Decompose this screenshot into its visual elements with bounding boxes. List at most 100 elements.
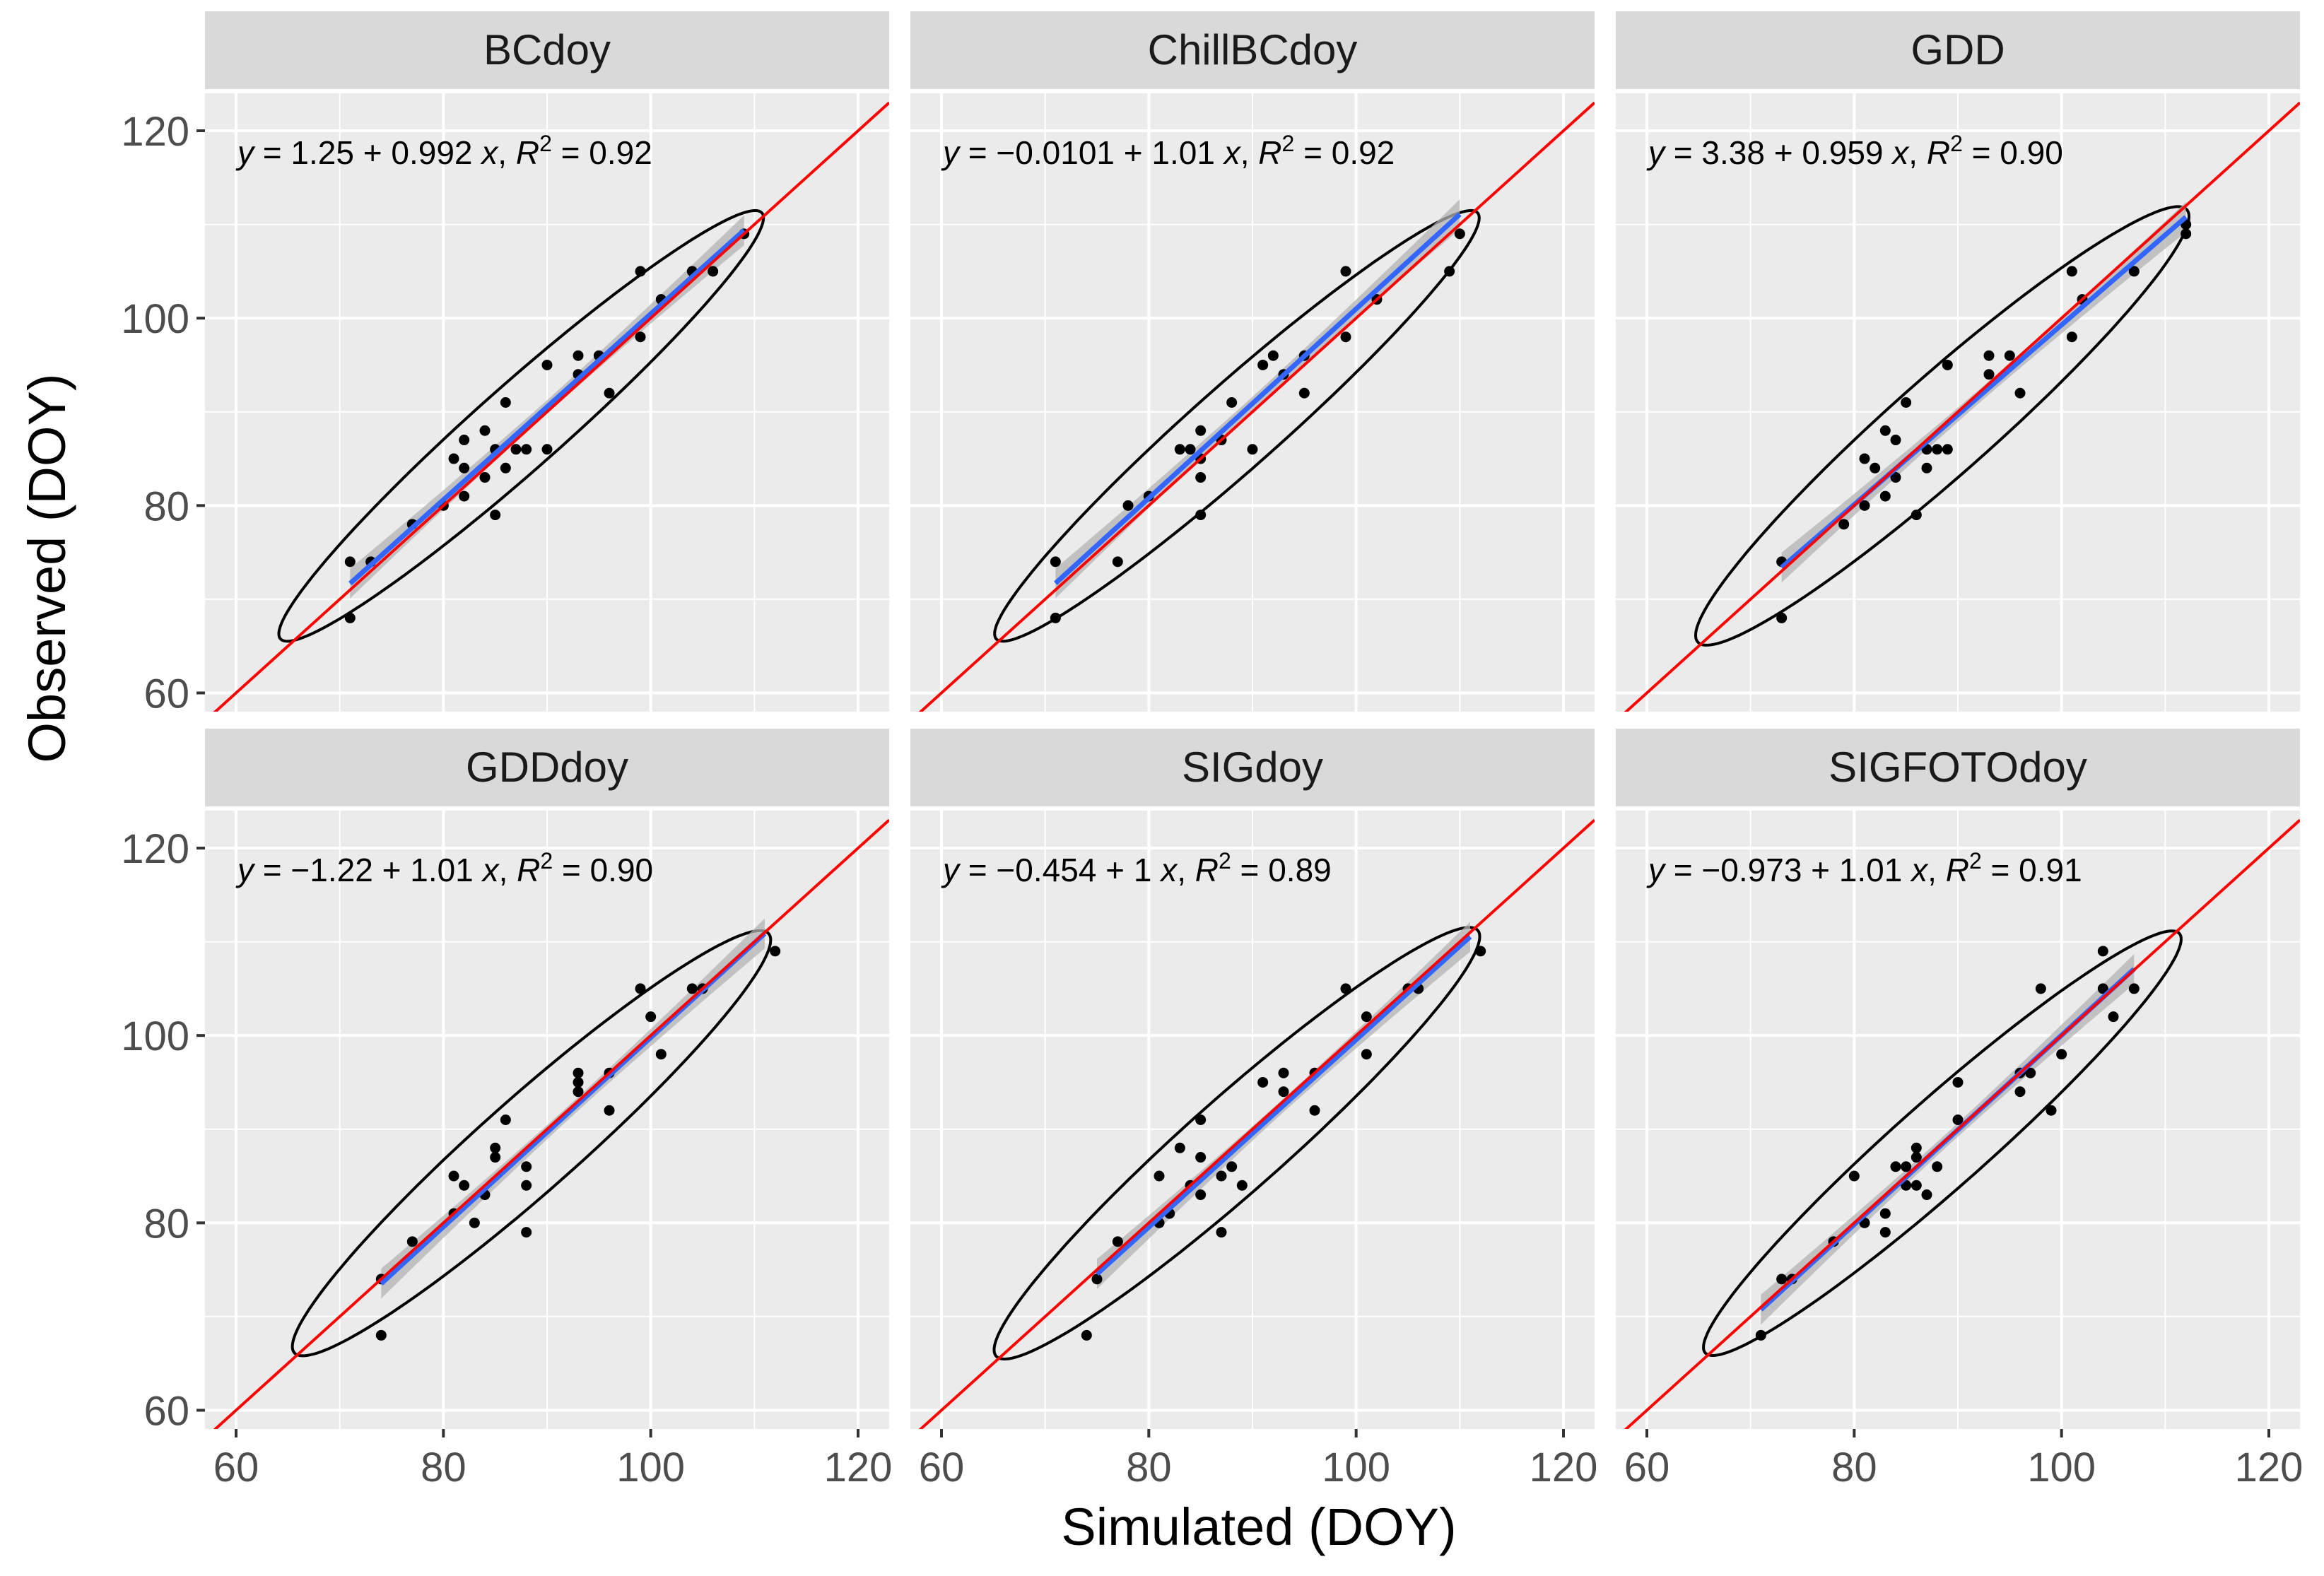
data-point [1309,1105,1320,1116]
panel-chillbcdoy: ChillBCdoy y = −0.0101 + 1.01 x, R2 = 0.9… [910,11,1595,712]
data-point [1911,1142,1922,1153]
data-point [1848,1170,1860,1182]
data-point [490,1152,501,1163]
data-point [1932,1161,1943,1172]
data-point [469,1217,480,1228]
data-point [1257,359,1269,370]
x-tick-label: 60 [213,1445,259,1490]
data-point [573,1086,584,1098]
data-point [521,1180,532,1191]
data-point [479,425,491,436]
y-axis-label: Observed (DOY) [18,373,76,763]
data-point [1226,397,1238,408]
data-point [1952,1076,1964,1088]
data-point [1776,1274,1788,1285]
data-point [2066,331,2077,343]
data-point [1911,1152,1922,1163]
plot-body [1616,811,2300,1429]
data-point [2046,1105,2057,1116]
data-point [2014,387,2026,399]
panel-sigdoy: SIGdoy y = −0.454 + 1 x, R2 = 0.89 60 80 100… [910,729,1597,1490]
facet-strip [1616,729,2300,806]
data-point [1298,387,1310,399]
data-point [1879,490,1891,502]
facet-strip [205,11,889,89]
data-point [635,266,646,277]
data-point [604,1105,615,1116]
data-point [635,983,646,994]
data-point [1454,228,1465,240]
data-point [1475,946,1486,957]
plot-body [910,93,1595,712]
data-point [459,490,470,502]
data-point [1247,444,1258,455]
x-tick-label: 100 [2027,1445,2096,1490]
data-point [573,1076,584,1088]
x-tick-label: 60 [919,1445,965,1490]
data-point [1755,1329,1766,1341]
regression-line [1053,212,1462,585]
confidence-ellipse [1702,929,2183,1358]
data-point [521,444,532,455]
data-point [2066,266,2077,277]
data-point [459,435,470,446]
regression-line [348,228,746,586]
data-point [490,1142,501,1153]
data-point [1195,1189,1207,1201]
data-point [604,387,615,399]
confidence-ellipse [277,208,765,643]
data-point [2014,1086,2026,1098]
data-point [2056,1049,2067,1060]
data-point [1195,1115,1207,1125]
data-point [510,444,522,455]
data-point [1879,1208,1891,1219]
data-point [1942,359,1953,370]
data-point [708,266,719,277]
data-point [1257,1076,1269,1088]
plot-body [205,811,889,1429]
data-point [541,444,553,455]
data-point [1921,1189,1932,1201]
data-point [2128,983,2140,994]
data-point [2097,946,2108,957]
data-point [635,331,646,343]
x-axis-label: Simulated (DOY) [1061,1498,1456,1556]
data-point [1122,500,1134,511]
x-tick-label: 80 [421,1445,466,1490]
data-point [1278,1067,1289,1078]
data-point [1340,266,1351,277]
data-point [1838,519,1850,530]
data-point [2128,266,2140,277]
confidence-ellipse [1694,205,2191,647]
data-point [1952,1115,1964,1125]
x-tick-label: 80 [1126,1445,1172,1490]
data-point [1361,1011,1372,1023]
x-tick-label: 120 [2235,1445,2304,1490]
facet-title: BCdoy [483,26,611,73]
data-point [1195,510,1207,521]
data-point [1174,444,1185,455]
data-point [448,1170,459,1182]
data-point [500,397,511,408]
data-point [500,1115,511,1125]
identity-line [918,101,1595,712]
confidence-ellipse [993,208,1481,643]
data-point [1174,1142,1185,1153]
data-point [1050,612,1061,623]
data-point [1195,425,1207,436]
data-point [1195,472,1207,483]
data-point [1185,444,1196,455]
data-point [2097,983,2108,994]
data-point [1932,444,1943,455]
data-point [655,1049,667,1060]
x-tick-label: 120 [824,1445,893,1490]
identity-line [1624,818,2300,1429]
y-tick-label: 100 [121,1013,189,1059]
facet-title: SIGdoy [1182,743,1323,791]
data-point [375,1329,387,1341]
identity-line [918,818,1595,1429]
data-point [1361,1049,1372,1060]
data-point [1091,1274,1103,1285]
x-tick-label: 60 [1624,1445,1670,1490]
